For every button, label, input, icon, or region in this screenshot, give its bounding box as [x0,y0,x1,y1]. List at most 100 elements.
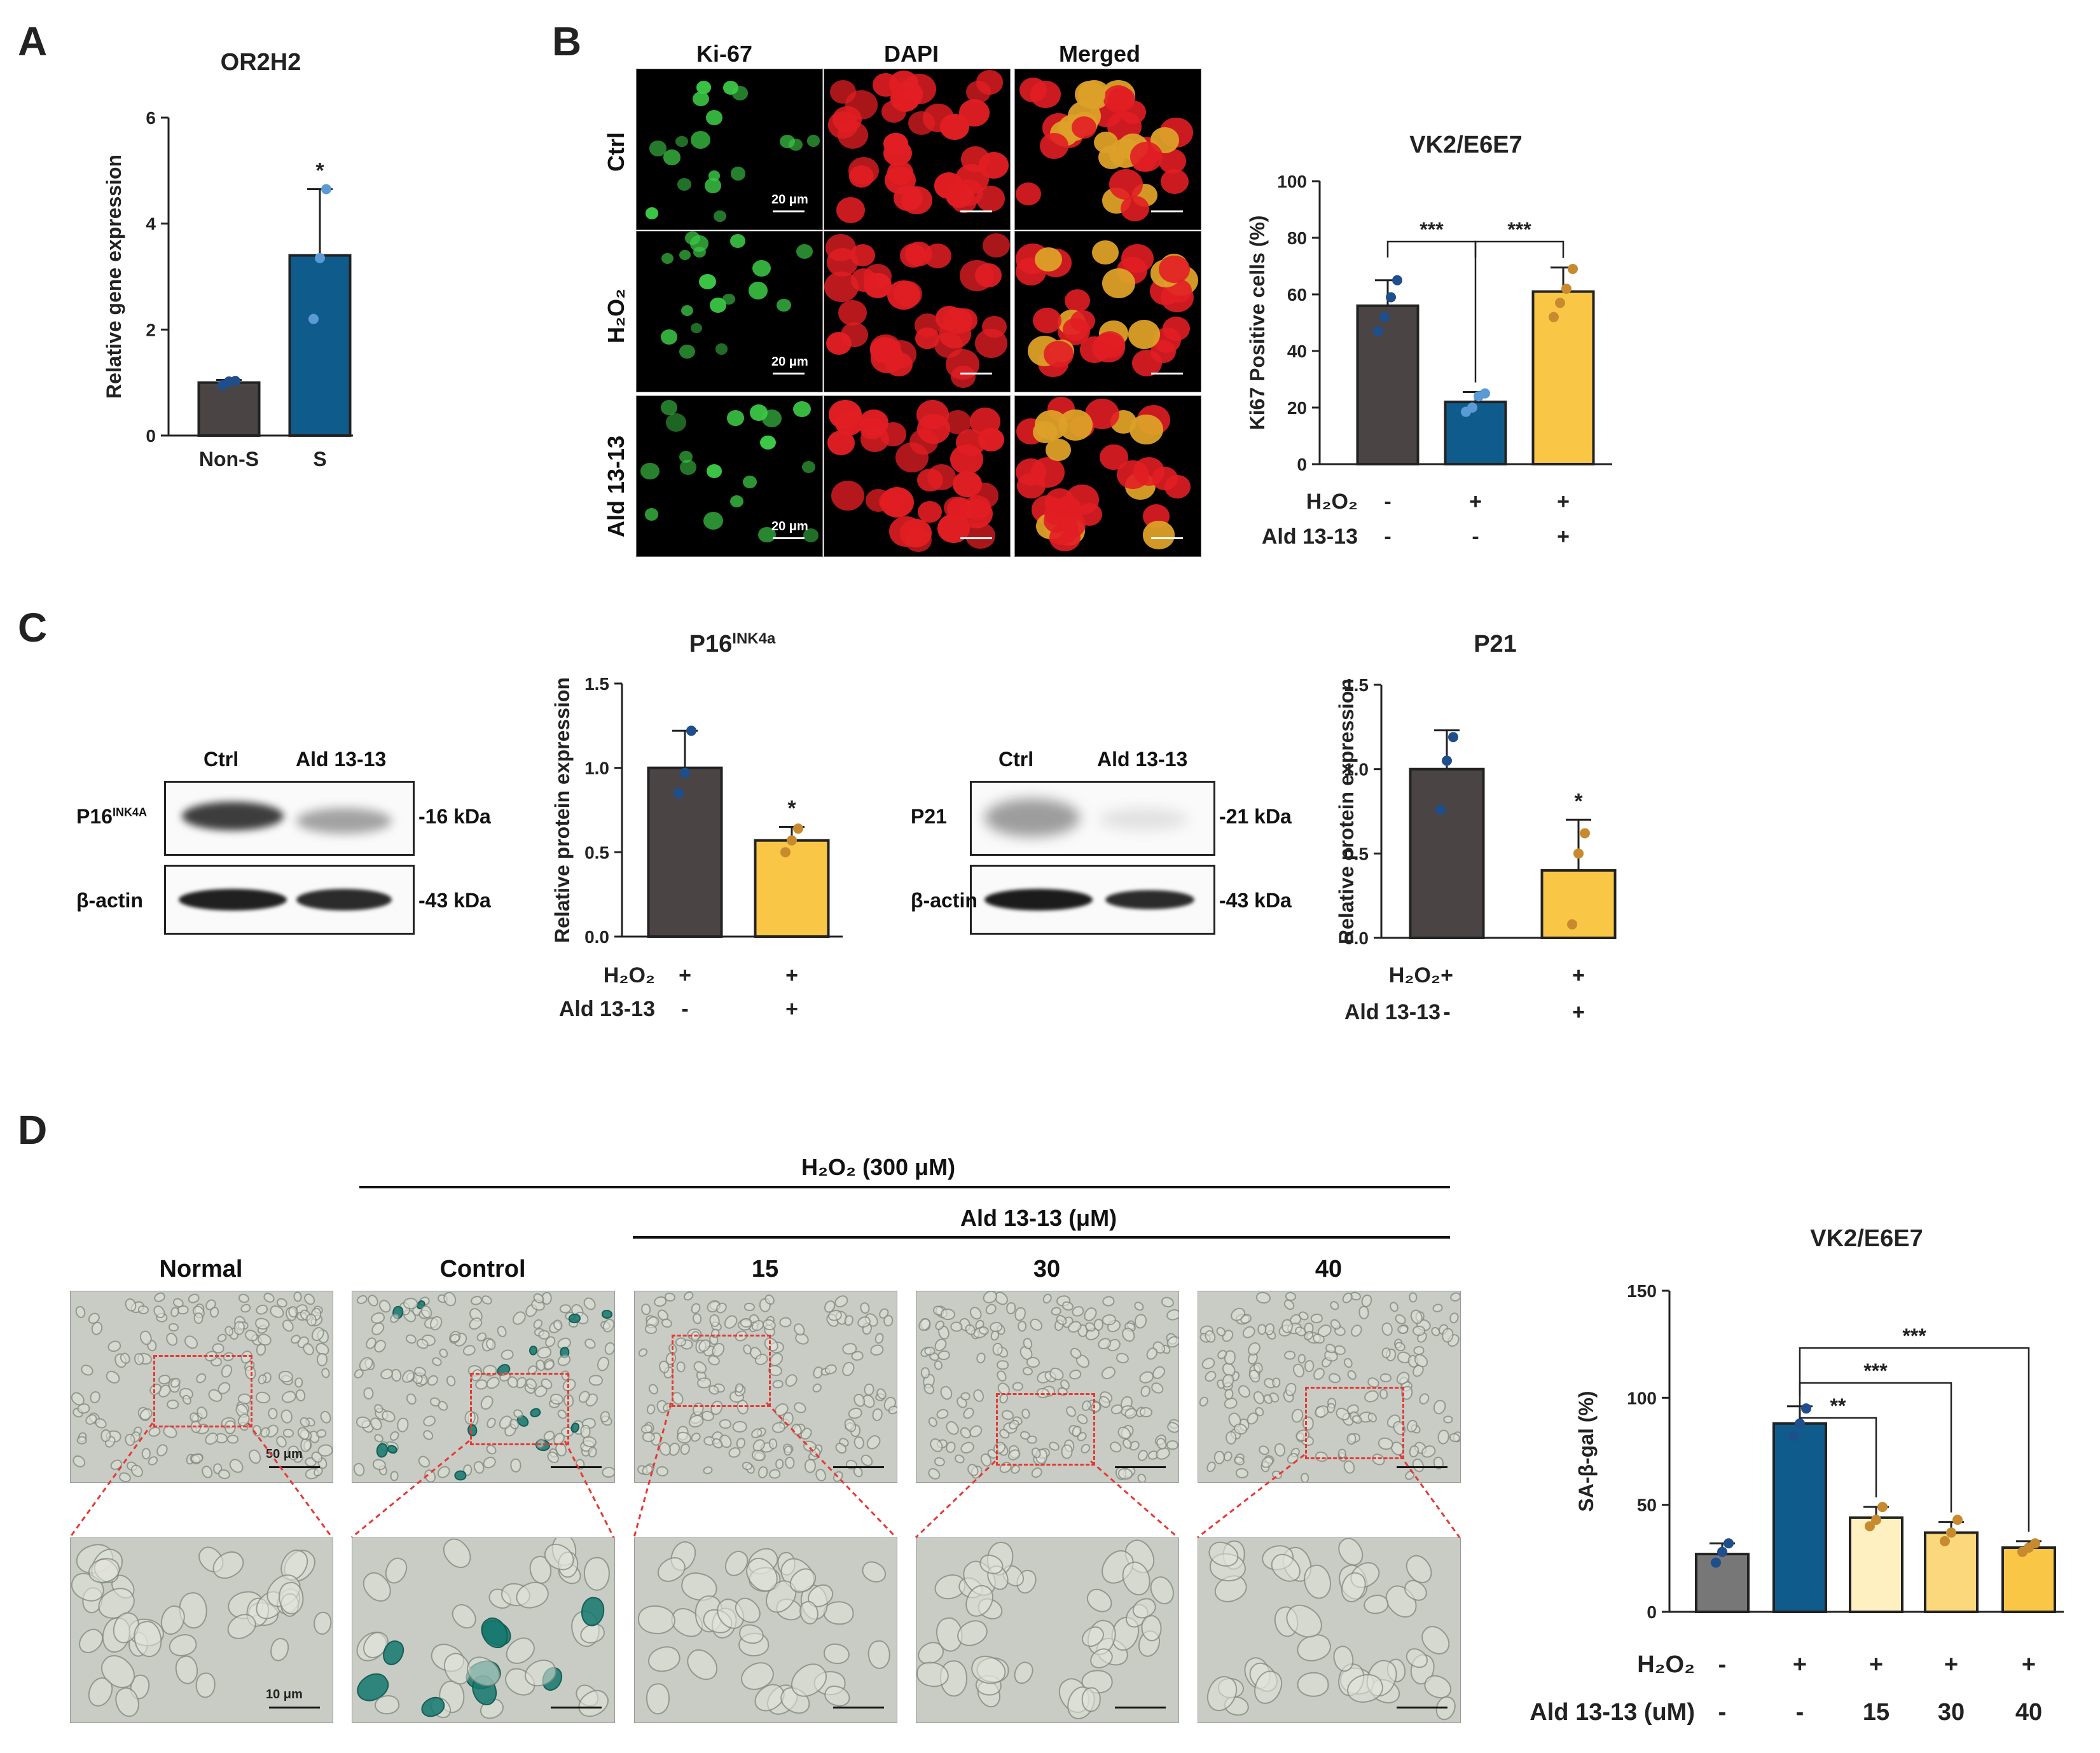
bar [1695,1553,1750,1614]
cell-nucleus [703,512,724,530]
condition-value: + [1793,1651,1807,1678]
data-point [1877,1502,1888,1513]
cell-nucleus [1049,523,1081,552]
cell-nucleus [1160,168,1189,195]
cell-nucleus [792,401,811,417]
bar [1540,869,1617,940]
cell-nucleus [1072,116,1096,139]
cell-nucleus [943,496,969,519]
condition-label: H₂O₂ [1389,963,1440,987]
data-point [1788,1431,1799,1441]
blot-lane-label: Ctrl [998,748,1034,771]
data-point [787,835,797,846]
cell-nucleus [1091,240,1119,265]
y-tick-label: 1.5 [584,674,609,694]
scale-bar [551,1707,602,1708]
brightfield-image-top: 50 μm [70,1291,333,1483]
scale-bar [1151,210,1183,212]
condition-value: + [1469,490,1482,514]
condition-value: + [1944,1651,1958,1678]
y-tick-label: 60 [1287,285,1307,305]
data-point [1448,732,1458,743]
zoom-region-box [153,1355,252,1427]
cell-nucleus [661,253,674,265]
cell-nucleus [699,274,717,290]
cell-nucleus [779,134,795,149]
cell-nucleus [690,130,711,149]
data-point [321,184,331,195]
data-point [308,313,319,324]
protein-band [182,802,284,830]
cell-nucleus [845,90,878,120]
chart-title: P16INK4a [689,630,776,658]
brightfield-image-bottom [634,1537,897,1723]
cell-nucleus [904,242,933,267]
cell-nucleus [1109,169,1143,200]
bar [1772,1422,1827,1614]
chart-c2: 0.0 0.5 1.0 1.5 P21 Relative protein expressi… [1335,631,1617,1024]
cell-nucleus [1065,289,1091,313]
cell-nucleus [1129,142,1163,172]
scale-bar [269,1466,320,1468]
bar [1356,304,1420,465]
blot-row-label: β-actin [911,889,977,912]
sa-gal-column-label: Control [439,1256,526,1282]
y-tick-label: 0 [146,426,156,446]
cell-nucleus [708,170,721,181]
cell-nucleus [838,300,867,326]
zoom-region-box [470,1373,569,1445]
condition-label: H₂O₂ [1306,490,1358,514]
ald-header-line [633,1236,1450,1239]
data-point [1442,755,1452,766]
condition-label: Ald 13-13 [1262,525,1358,549]
scale-bar-label: 50 μm [266,1447,303,1461]
cell-nucleus [752,259,771,277]
condition-value: + [785,997,798,1021]
cell-nucleus [938,319,972,348]
protein-band [296,808,392,834]
data-point [2030,1538,2040,1549]
cell-nucleus [713,210,726,222]
cell-nucleus [841,322,869,348]
significance-label: * [787,797,796,821]
condition-value: 15 [1863,1699,1889,1726]
scale-bar [1397,1466,1447,1468]
scale-bar [773,373,805,375]
significance-label: * [1574,789,1583,813]
h2o2-header-line [359,1186,1450,1188]
cell-nucleus [1128,320,1161,349]
cell-nucleus [1120,195,1149,222]
cell-nucleus [851,268,877,292]
chart-title: VK2/E6E7 [1810,1225,1923,1252]
significance-bracket [1386,240,1477,383]
cell-nucleus [706,464,722,479]
cell-nucleus [715,343,728,355]
y-tick-label: 80 [1287,228,1307,248]
sa-gal-column-label: 15 [751,1256,779,1282]
data-point [1386,292,1396,303]
condition-label: Ald 13-13 [559,997,655,1021]
cell-nucleus [666,413,686,432]
bracket-label: *** [1507,218,1531,241]
x-tick-label: Non-S [199,448,259,471]
cell-nucleus [831,481,865,511]
y-tick-label: 150 [1627,1281,1657,1301]
fluorescence-image [1014,69,1201,230]
cell-nucleus [951,366,976,388]
scale-bar [1397,1707,1447,1708]
cell-nucleus [730,233,746,248]
data-point [674,788,684,799]
bar [197,381,261,437]
bar [1924,1531,1979,1614]
cell-nucleus [1033,308,1062,334]
cell-nucleus [1015,458,1047,486]
cell-nucleus [982,233,1010,258]
cell-nucleus [681,305,693,316]
cell-nucleus [749,404,768,421]
fluorescence-image [1014,231,1201,392]
y-tick-label: 4 [146,214,156,234]
y-tick-label: 100 [1277,172,1307,191]
cell-nucleus [640,462,660,479]
condition-value: + [1572,1000,1585,1024]
